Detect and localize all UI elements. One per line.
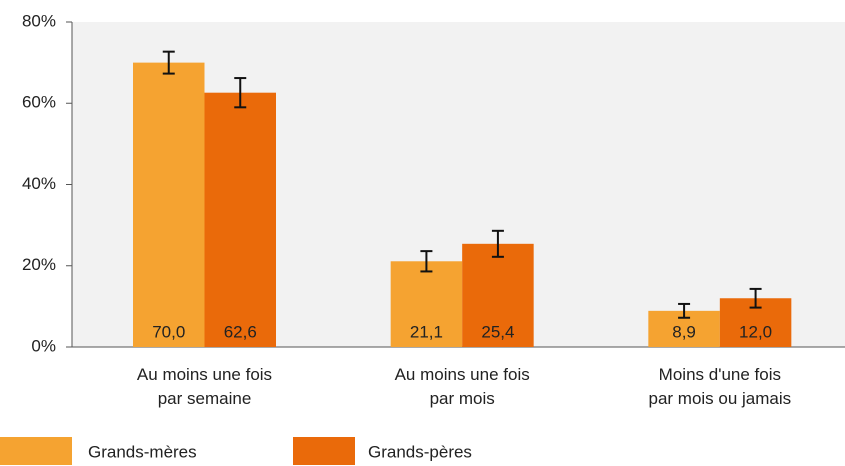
bar (133, 62, 205, 347)
value-label: 12,0 (739, 322, 772, 341)
bar (204, 92, 276, 347)
x-tick-line: Au moins une fois (137, 365, 272, 384)
x-tick-label: Moins d'une fois par mois ou jamais (648, 365, 791, 408)
error-bar (420, 250, 433, 273)
y-tick-label: 20% (22, 255, 56, 274)
value-label: 8,9 (672, 322, 696, 341)
legend-swatch (0, 437, 72, 465)
x-tick-line: par semaine (158, 389, 252, 408)
x-tick-line: Au moins une fois (395, 365, 530, 384)
value-label: 21,1 (410, 322, 443, 341)
error-bar (749, 287, 762, 309)
legend-label: Grands-pères (368, 442, 472, 461)
value-label: 62,6 (224, 322, 257, 341)
legend-label: Grands-mères (88, 442, 197, 461)
error-bar (162, 50, 175, 75)
bar (390, 261, 463, 347)
x-tick-label: Au moins une fois par semaine (137, 365, 272, 408)
x-tick-line: par mois (430, 389, 495, 408)
value-label: 25,4 (481, 322, 514, 341)
bar (462, 243, 534, 347)
x-tick-line: par mois ou jamais (648, 389, 791, 408)
y-tick-label: 0% (31, 336, 56, 355)
x-tick-line: Moins d'une fois (659, 365, 781, 384)
y-tick-label: 80% (22, 11, 56, 30)
error-bar (678, 302, 691, 319)
legend-swatch (293, 437, 355, 465)
error-bar (491, 229, 504, 258)
y-tick-label: 60% (22, 93, 56, 112)
y-tick-label: 40% (22, 174, 56, 193)
error-bar (234, 77, 247, 109)
x-tick-label: Au moins une fois par mois (395, 365, 530, 408)
value-label: 70,0 (152, 322, 185, 341)
